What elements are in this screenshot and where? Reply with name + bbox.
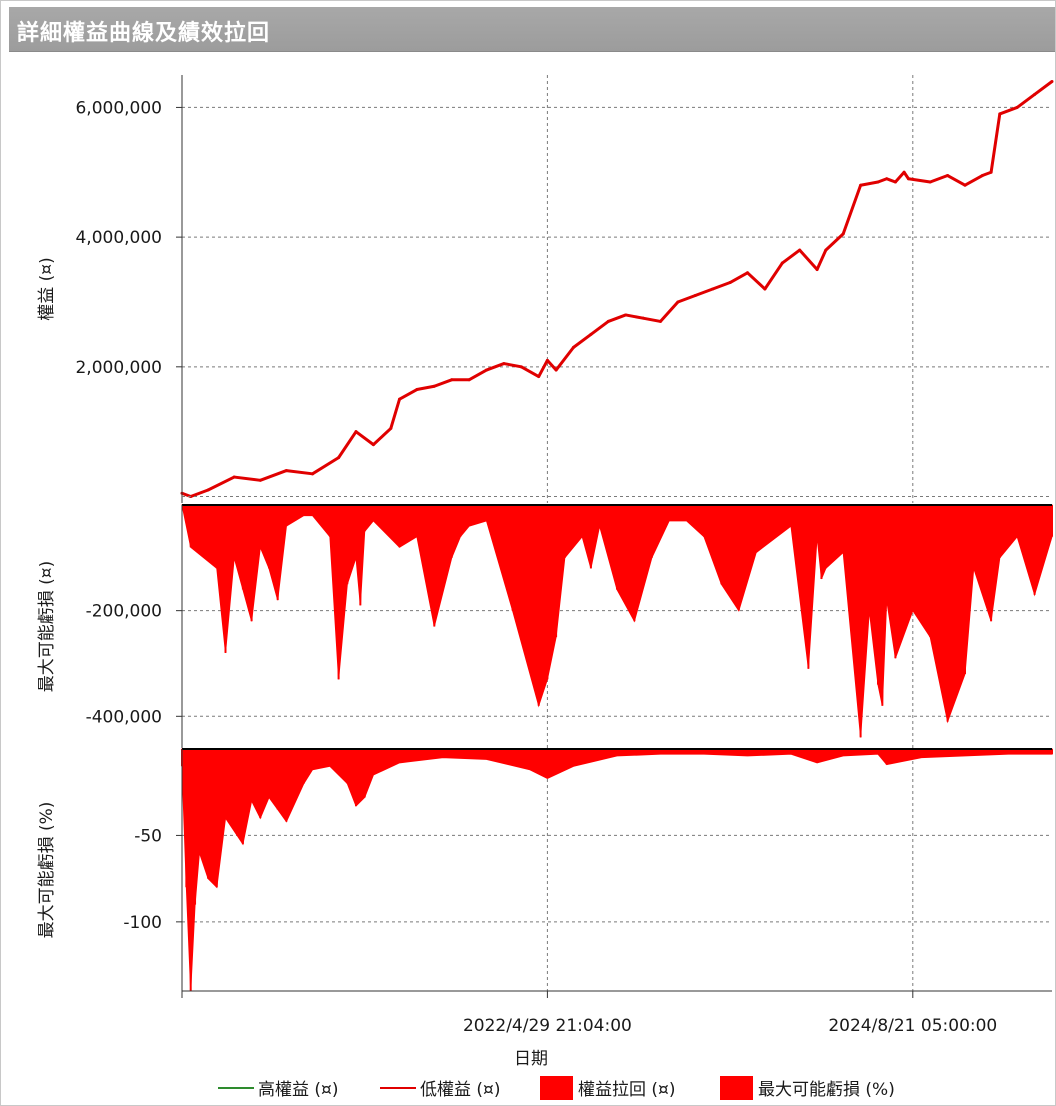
equity-point (554, 368, 558, 372)
legend-swatch-box (540, 1076, 573, 1100)
equity-point (893, 180, 897, 184)
equity-point (519, 365, 523, 369)
equity-point (624, 313, 628, 317)
equity-point (502, 362, 506, 366)
equity-point (728, 281, 732, 285)
equity-point (371, 443, 375, 447)
equity-point (485, 368, 488, 372)
equity-point (467, 378, 471, 382)
equity-point (780, 261, 784, 265)
equity-point (659, 319, 662, 323)
x-tick-label: 2022/4/29 21:04:00 (463, 1016, 632, 1036)
equity-point (1015, 105, 1019, 109)
y-tick-label: 6,000,000 (75, 98, 162, 118)
equity-point (258, 478, 262, 482)
equity-point (232, 475, 236, 479)
equity-point (676, 300, 680, 304)
equity-point (963, 183, 967, 187)
title-bar: 詳細權益曲線及績效拉回 (9, 7, 1055, 52)
equity-point (572, 345, 575, 349)
equity-point (415, 388, 419, 392)
x-tick-label: 2024/8/21 05:00:00 (828, 1016, 997, 1036)
y-tick-label: -200,000 (86, 602, 162, 622)
equity-point (798, 248, 802, 252)
equity-point (398, 397, 401, 401)
equity-point (354, 430, 358, 434)
equity-point (537, 375, 541, 379)
equity-point (206, 488, 210, 492)
equity-point (711, 287, 715, 291)
legend-label: 最大可能虧損 (%) (758, 1080, 895, 1100)
equity-point (311, 472, 314, 476)
equity-point (885, 177, 889, 181)
legend: 高權益 (¤) 低權益 (¤) 權益拉回 (¤) 最大可能虧損 (%) (218, 1076, 895, 1100)
equity-point (763, 287, 767, 291)
x-axis-label: 日期 (514, 1049, 548, 1069)
y-tick-label: 2,000,000 (75, 358, 162, 378)
equity-point (815, 268, 819, 272)
equity-point (693, 293, 697, 297)
equity-point (641, 316, 645, 320)
legend-swatch-box (720, 1076, 753, 1100)
y-tick-label: -400,000 (86, 707, 162, 727)
equity-point (1033, 92, 1037, 96)
equity-point (389, 426, 393, 430)
y-axis-label: 權益 (¤) (37, 257, 57, 320)
equity-point (902, 170, 906, 174)
equity-point (337, 456, 341, 460)
drawdown-percent-panel: -50 -100 最大可能虧損 (%) (37, 748, 1053, 992)
equity-point (606, 319, 610, 323)
equity-point (450, 378, 454, 382)
equity-point (928, 180, 932, 184)
y-axis-label: 最大可能虧損 (¤) (37, 561, 57, 692)
y-tick-label: -100 (123, 913, 162, 933)
equity-line (181, 80, 1053, 499)
y-tick-label: 4,000,000 (75, 228, 162, 248)
equity-point (284, 469, 288, 473)
drawdown-percent-area (181, 748, 1053, 992)
equity-point (946, 174, 950, 178)
legend-label: 權益拉回 (¤) (578, 1080, 675, 1100)
equity-point (824, 248, 828, 252)
equity-point (859, 183, 863, 187)
equity-point (746, 271, 749, 275)
equity-point (841, 232, 845, 236)
equity-point (432, 384, 436, 388)
equity-point (906, 177, 910, 181)
equity-panel: 6,000,000 4,000,000 2,000,000 權益 (¤) (37, 75, 1054, 503)
equity-point (589, 332, 593, 336)
x-axis: 2022/4/29 21:04:00 2024/8/21 05:00:00 日期 (181, 990, 1052, 1069)
window-title: 詳細權益曲線及績效拉回 (17, 21, 271, 46)
equity-point (998, 112, 1002, 116)
equity-point (545, 358, 549, 362)
equity-point (980, 174, 984, 178)
y-tick-label: -50 (134, 826, 162, 846)
equity-point (1050, 79, 1054, 83)
drawdown-panel: -200,000 -400,000 最大可能虧損 (¤) (37, 504, 1053, 748)
legend-label: 低權益 (¤) (420, 1080, 500, 1100)
equity-point (876, 180, 880, 184)
equity-point (989, 170, 993, 174)
legend-label: 高權益 (¤) (258, 1080, 338, 1100)
y-axis-label: 最大可能虧損 (%) (37, 802, 57, 939)
